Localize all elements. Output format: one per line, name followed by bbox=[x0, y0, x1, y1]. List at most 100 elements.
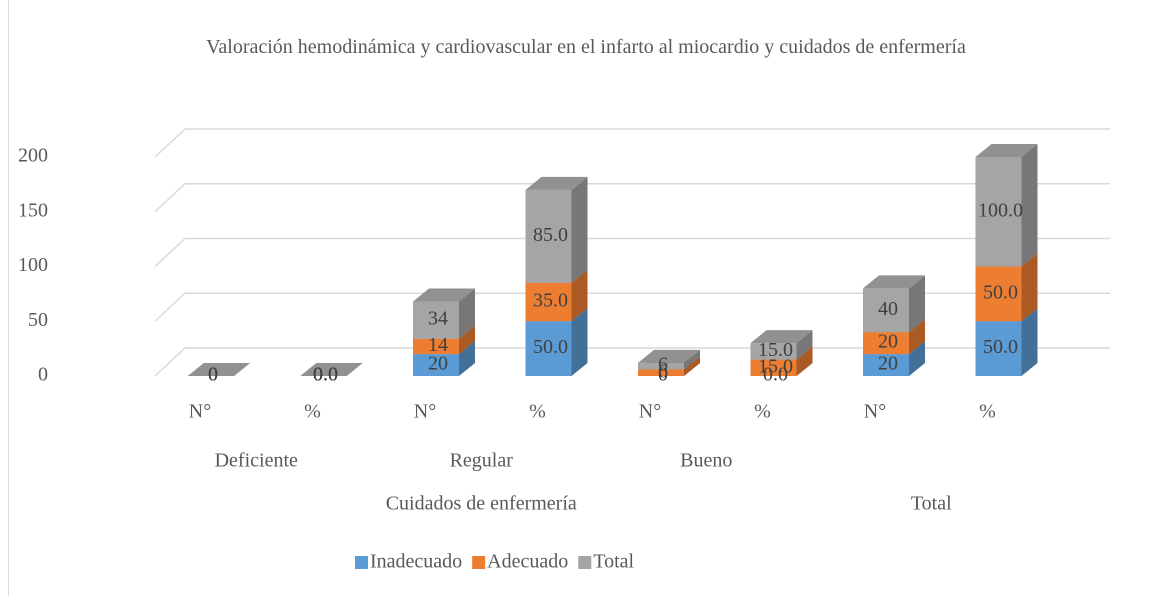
x-tick-label: N° bbox=[414, 401, 436, 423]
x-group-label: Regular bbox=[450, 450, 514, 472]
bar-front bbox=[638, 362, 684, 370]
bar bbox=[975, 144, 1038, 267]
y-tick-label: 0 bbox=[38, 364, 48, 386]
data-label: 50.0 bbox=[983, 336, 1018, 358]
legend-label: Inadecuado bbox=[370, 551, 462, 573]
y-tick-label: 100 bbox=[18, 254, 48, 276]
data-label: 6 bbox=[658, 360, 668, 382]
bar-side bbox=[909, 275, 925, 333]
bar-front bbox=[975, 157, 1022, 267]
grid-line bbox=[154, 183, 1110, 213]
data-label: 15.0 bbox=[758, 339, 793, 361]
legend-swatch bbox=[578, 556, 592, 569]
data-label: 34 bbox=[428, 308, 448, 330]
data-label: 15.0 bbox=[758, 355, 793, 377]
bar-front bbox=[750, 343, 797, 360]
bar-side bbox=[796, 346, 813, 376]
bar-front bbox=[975, 266, 1022, 322]
grid-line bbox=[154, 128, 1110, 158]
x-tick-label: N° bbox=[639, 401, 661, 423]
data-label: 35.0 bbox=[533, 290, 568, 312]
legend-label: Total bbox=[593, 551, 634, 573]
x-tick-label: % bbox=[754, 401, 771, 423]
bar-side bbox=[1021, 308, 1038, 376]
bar-front bbox=[750, 359, 797, 376]
grid-line bbox=[154, 237, 1110, 268]
bar-front bbox=[413, 354, 459, 376]
bar-side bbox=[571, 269, 588, 322]
bar-side bbox=[796, 330, 813, 360]
y-tick-label: 50 bbox=[28, 309, 48, 331]
bar-front bbox=[863, 288, 909, 333]
bar bbox=[188, 363, 250, 376]
data-label: 0.0 bbox=[763, 364, 788, 386]
bar-top bbox=[863, 275, 925, 289]
y-tick-label: 200 bbox=[18, 145, 48, 167]
bar-top bbox=[300, 363, 363, 376]
data-label: 14 bbox=[428, 334, 448, 356]
data-label: 6 bbox=[658, 354, 668, 376]
data-label: 0 bbox=[208, 364, 218, 386]
bar bbox=[638, 349, 700, 370]
bar bbox=[750, 330, 813, 360]
chart-border bbox=[8, 0, 9, 596]
bar-top bbox=[188, 363, 250, 376]
x-group-label: Deficiente bbox=[215, 450, 298, 472]
bar bbox=[863, 275, 925, 333]
bar-side bbox=[459, 325, 475, 355]
bar-front bbox=[525, 321, 572, 376]
data-label: 0 bbox=[658, 364, 668, 386]
bar-top bbox=[975, 144, 1038, 157]
legend-swatch bbox=[472, 556, 486, 569]
legend-swatch bbox=[355, 556, 368, 569]
legend-label: Adecuado bbox=[487, 551, 568, 573]
data-label: 40 bbox=[878, 298, 898, 320]
bar-top bbox=[638, 349, 700, 363]
bar bbox=[525, 176, 588, 283]
data-label: 0.0 bbox=[313, 364, 338, 386]
data-label: 85.0 bbox=[533, 224, 568, 246]
x-tick-label: % bbox=[304, 401, 321, 423]
bar-side bbox=[459, 288, 475, 339]
bar-top bbox=[525, 176, 588, 190]
x-tick-label: N° bbox=[864, 401, 886, 423]
x-tick-label: N° bbox=[189, 401, 211, 423]
data-label: 20 bbox=[878, 353, 898, 375]
bar-side bbox=[684, 356, 700, 376]
data-label: 50.0 bbox=[533, 336, 568, 358]
x-tick-label: % bbox=[979, 401, 996, 423]
chart-title: Valoración hemodinámica y cardiovascular… bbox=[206, 36, 966, 58]
data-label: 0.0 bbox=[313, 364, 338, 386]
bar-side bbox=[459, 341, 475, 376]
grid-line bbox=[154, 347, 1110, 377]
bar bbox=[300, 363, 363, 376]
data-label: 0.0 bbox=[313, 364, 338, 386]
bar-side bbox=[571, 308, 588, 376]
bar-front bbox=[863, 332, 909, 355]
x-tick-label: % bbox=[529, 401, 546, 423]
data-label: 100.0 bbox=[978, 199, 1023, 221]
y-tick-label: 150 bbox=[18, 199, 48, 221]
bar-side bbox=[684, 349, 700, 370]
bar-front bbox=[525, 189, 572, 283]
data-label: 50.0 bbox=[983, 281, 1018, 303]
x-group-label: Bueno bbox=[680, 450, 732, 472]
bar-side bbox=[1021, 253, 1038, 322]
bar-front bbox=[863, 354, 909, 376]
x-group-label: Total bbox=[911, 493, 952, 515]
grid-line bbox=[154, 292, 1110, 322]
x-group-label: Cuidados de enfermería bbox=[386, 493, 577, 515]
bar-front bbox=[975, 321, 1022, 376]
bar bbox=[413, 288, 475, 339]
bar-side bbox=[1021, 144, 1038, 267]
bar-front bbox=[525, 282, 572, 322]
data-label: 0 bbox=[208, 364, 218, 386]
bar-side bbox=[909, 319, 925, 355]
bar-side bbox=[909, 341, 925, 376]
bar-front bbox=[638, 369, 684, 376]
bar-top bbox=[750, 330, 813, 344]
bar-side bbox=[571, 176, 588, 283]
data-label: 0 bbox=[208, 364, 218, 386]
data-label: 20 bbox=[428, 353, 448, 375]
